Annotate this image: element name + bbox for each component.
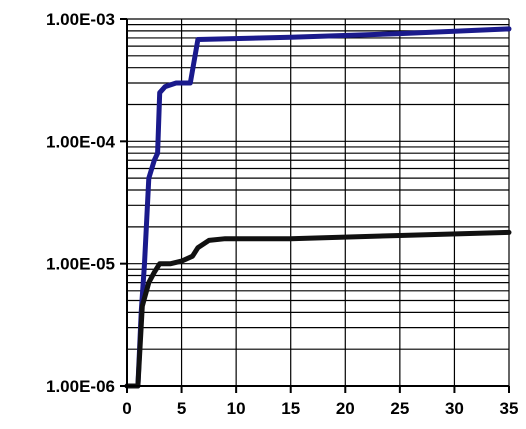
- x-tick-label: 30: [445, 399, 464, 418]
- series-layer: [124, 26, 512, 389]
- y-tick-label: 1.00E-06: [46, 377, 115, 396]
- axes: [120, 18, 510, 393]
- grid: [126, 18, 510, 387]
- y-tick-label: 1.00E-04: [46, 132, 116, 151]
- x-tick-label: 20: [336, 399, 355, 418]
- x-tick-label: 0: [122, 399, 131, 418]
- series-line-2: [124, 229, 512, 389]
- tick-labels: 1.00E-06 1.00E-05 1.00E-04 1.00E-03 0 5 10 15 20…: [46, 10, 518, 418]
- x-tick-label: 25: [390, 399, 409, 418]
- x-tick-label: 35: [500, 399, 519, 418]
- y-tick-label: 1.00E-03: [46, 10, 115, 29]
- x-tick-label: 15: [281, 399, 300, 418]
- series-line-1: [124, 26, 512, 389]
- x-tick-label: 10: [227, 399, 246, 418]
- y-tick-label: 1.00E-05: [46, 255, 115, 274]
- x-tick-label: 5: [177, 399, 186, 418]
